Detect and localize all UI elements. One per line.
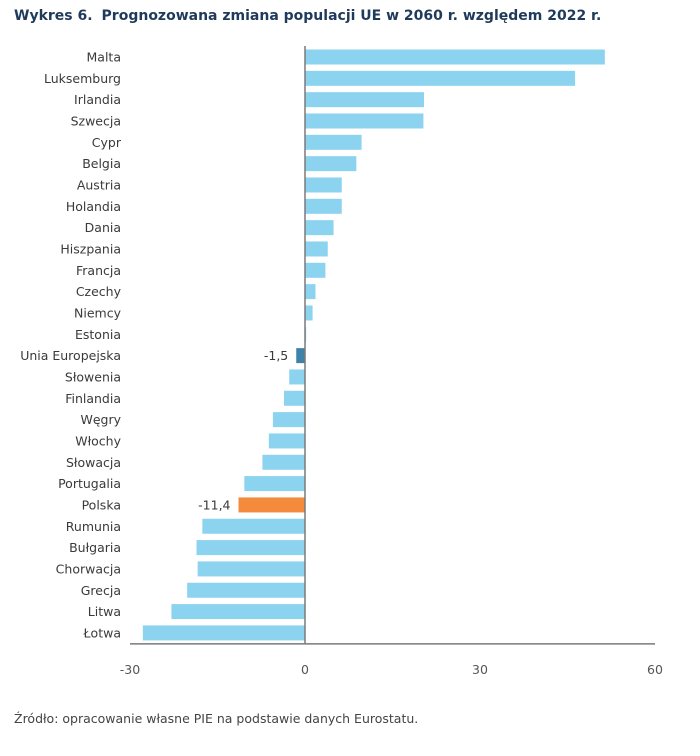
category-label-chorwacja: Chorwacja <box>56 561 121 576</box>
category-label-czechy: Czechy <box>76 284 122 299</box>
x-tick-0: 0 <box>301 662 309 677</box>
bars-group <box>142 49 605 641</box>
source-note: Źródło: opracowanie własne PIE na podsta… <box>14 711 419 726</box>
chart-number: Wykres 6. <box>14 8 93 24</box>
x-tick-neg30: -30 <box>120 662 140 677</box>
bar-holandia <box>305 198 342 214</box>
bar-dania <box>305 220 334 236</box>
bar-portugalia <box>244 476 305 492</box>
category-label-grecja: Grecja <box>81 583 121 598</box>
bar-francja <box>305 262 326 278</box>
bar-polska <box>238 497 305 513</box>
category-label-irlandia: Irlandia <box>74 92 121 107</box>
category-label-luksemburg: Luksemburg <box>44 71 121 86</box>
bar-bulgaria <box>196 540 305 556</box>
category-label-slowacja: Słowacja <box>66 455 121 470</box>
x-tick-30: 30 <box>472 662 488 677</box>
category-label-bulgaria: Bułgaria <box>69 540 121 555</box>
bar-szwecja <box>305 113 424 129</box>
category-label-holandia: Holandia <box>66 199 121 214</box>
bar-niemcy <box>305 305 313 321</box>
chart-title-text: Prognozowana zmiana populacji UE w 2060 … <box>101 8 602 24</box>
data-labels: -1,5 -11,4 <box>198 348 288 512</box>
bar-litwa <box>171 604 305 620</box>
category-label-wlochy: Włochy <box>75 433 121 448</box>
bar-belgia <box>305 156 357 172</box>
category-label-dania: Dania <box>85 220 121 235</box>
data-label-polska: -11,4 <box>198 497 230 512</box>
category-label-slowenia: Słowenia <box>65 369 121 384</box>
bar-czechy <box>305 284 316 300</box>
category-label-malta: Malta <box>87 50 121 65</box>
category-label-francja: Francja <box>76 263 121 278</box>
bar-unia-europejska <box>296 348 305 364</box>
x-tick-60: 60 <box>647 662 663 677</box>
category-label-szwecja: Szwecja <box>71 113 121 128</box>
category-label-lotwa: Łotwa <box>83 625 121 640</box>
bar-wlochy <box>268 433 305 449</box>
category-label-estonia: Estonia <box>75 327 121 342</box>
bar-slowenia <box>289 369 305 385</box>
category-label-austria: Austria <box>77 177 121 192</box>
bar-chorwacja <box>197 561 305 577</box>
category-label-belgia: Belgia <box>82 156 121 171</box>
bar-malta <box>305 49 605 65</box>
bar-grecja <box>187 582 305 598</box>
bar-hiszpania <box>305 241 328 257</box>
category-label-unia-europejska: Unia Europejska <box>20 348 121 363</box>
category-label-rumunia: Rumunia <box>66 519 121 534</box>
bar-irlandia <box>305 92 424 108</box>
category-label-litwa: Litwa <box>88 604 121 619</box>
category-label-polska: Polska <box>82 497 121 512</box>
category-label-hiszpania: Hiszpania <box>60 241 121 256</box>
bar-chart: Malta Luksemburg Irlandia Szwecja Cypr Belgia… <box>20 46 663 677</box>
bar-luksemburg <box>305 70 576 86</box>
x-tick-labels: -30 0 30 60 <box>120 662 663 677</box>
chart-title: Wykres 6. Prognozowana zmiana populacji U… <box>14 8 601 24</box>
category-label-wegry: Węgry <box>80 412 121 427</box>
bar-cypr <box>305 134 362 150</box>
category-labels: Malta Luksemburg Irlandia Szwecja Cypr Belgia… <box>20 50 122 641</box>
category-label-portugalia: Portugalia <box>58 476 121 491</box>
bar-austria <box>305 177 342 193</box>
category-label-cypr: Cypr <box>92 135 122 150</box>
bar-wegry <box>272 412 305 428</box>
bar-rumunia <box>202 518 305 534</box>
bar-slowacja <box>262 454 305 470</box>
category-label-finlandia: Finlandia <box>65 391 121 406</box>
data-label-unia-europejska: -1,5 <box>264 348 288 363</box>
bar-lotwa <box>142 625 305 641</box>
category-label-niemcy: Niemcy <box>74 305 122 320</box>
bar-finlandia <box>284 390 305 406</box>
